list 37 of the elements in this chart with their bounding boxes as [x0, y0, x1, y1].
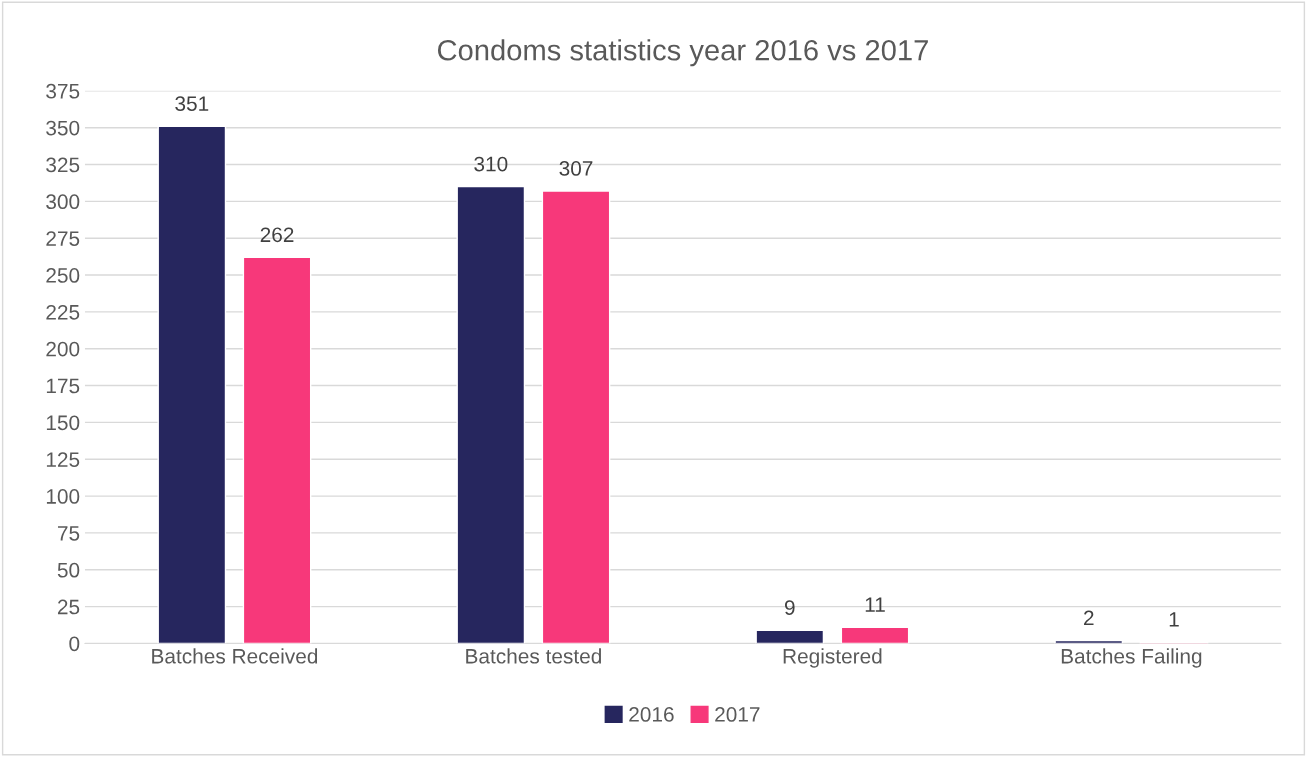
y-tick-label: 375 [46, 83, 80, 99]
bar [755, 629, 825, 644]
y-tick-label: 175 [46, 378, 80, 394]
x-tick-label: Batches Failing [1061, 648, 1202, 668]
data-label: 307 [559, 161, 593, 176]
y-tick-label: 100 [46, 489, 80, 504]
data-label: 262 [260, 227, 294, 243]
y-tick-label: 325 [46, 157, 80, 173]
y-tick-label: 50 [57, 562, 80, 578]
bar [157, 125, 227, 644]
y-tick-label: 300 [46, 194, 80, 210]
y-tick-label: 125 [46, 452, 80, 467]
data-label: 351 [175, 96, 209, 111]
bar [242, 256, 312, 644]
data-label: 1 [1169, 612, 1179, 627]
data-label: 2 [1084, 610, 1094, 626]
y-tick-label: 200 [46, 341, 80, 357]
bar [541, 190, 611, 644]
data-label: 310 [474, 156, 508, 172]
y-tick-label: 150 [46, 415, 80, 431]
data-label: 9 [784, 600, 795, 615]
y-tick-label: 0 [69, 636, 80, 652]
bar [456, 185, 526, 644]
y-tick-label: 225 [46, 304, 80, 320]
bar [840, 626, 910, 644]
y-tick-label: 275 [46, 231, 80, 246]
y-tick-label: 75 [57, 526, 80, 541]
data-label: 11 [865, 597, 885, 612]
y-tick-label: 350 [46, 120, 80, 136]
y-tick-label: 25 [57, 599, 80, 615]
x-tick-label: Registered [783, 648, 882, 668]
x-tick-label: Batches Received [152, 648, 318, 664]
chart-title: Condoms statistics year 2016 vs 2017 [437, 39, 928, 67]
legend-label: 2016 [629, 707, 674, 722]
legend-label: 2017 [715, 707, 760, 722]
x-tick-label: Batches tested [466, 648, 601, 664]
y-tick-label: 250 [46, 268, 80, 283]
